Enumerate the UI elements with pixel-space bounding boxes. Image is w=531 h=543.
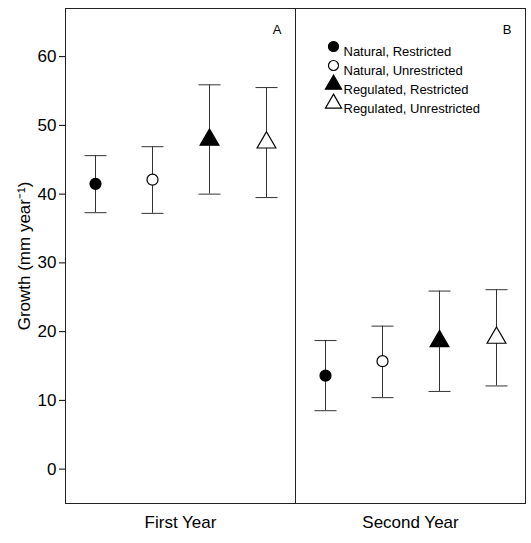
svg-text:Regulated, Unrestricted: Regulated, Unrestricted [344,101,481,116]
svg-text:10: 10 [38,391,57,410]
svg-text:0: 0 [47,460,56,479]
svg-text:30: 30 [38,253,57,272]
svg-text:Second Year: Second Year [362,513,459,532]
svg-text:60: 60 [38,47,57,66]
svg-text:40: 40 [38,185,57,204]
svg-text:20: 20 [38,322,57,341]
svg-text:Natural, Restricted: Natural, Restricted [344,44,452,59]
svg-text:B: B [503,22,512,37]
svg-text:Regulated, Restricted: Regulated, Restricted [344,82,469,97]
svg-text:Natural, Unrestricted: Natural, Unrestricted [344,63,463,78]
svg-text:A: A [273,22,282,37]
svg-text:50: 50 [38,116,57,135]
svg-text:First Year: First Year [145,513,217,532]
svg-text:Growth (mm year⁻¹): Growth (mm year⁻¹) [15,182,34,331]
